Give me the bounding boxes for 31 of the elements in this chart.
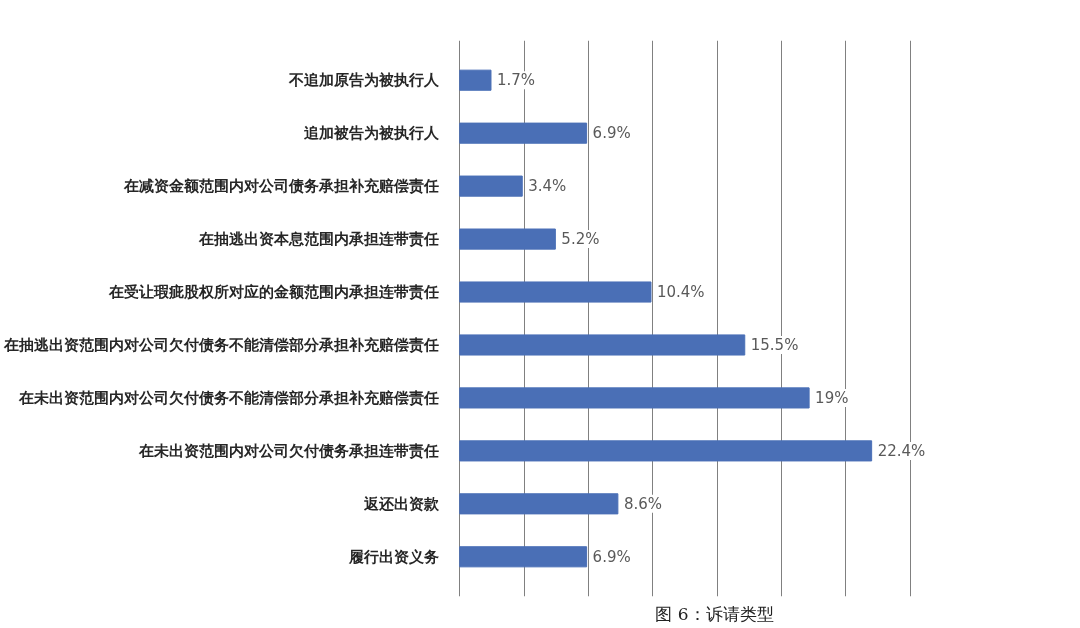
bar (459, 334, 746, 356)
bar (459, 493, 619, 515)
bar (459, 122, 588, 144)
data-label: 15.5% (750, 335, 799, 354)
data-label: 6.9% (592, 547, 631, 566)
bar (459, 175, 523, 197)
data-label: 6.9% (592, 124, 631, 143)
bar (459, 440, 873, 462)
y-tick-label: 返还出资款 (362, 494, 440, 513)
bar (459, 69, 492, 91)
data-label: 3.4% (528, 177, 567, 196)
y-tick-label: 在未出资范围内对公司欠付债务不能清偿部分承担补充赔偿责任 (17, 388, 439, 407)
y-tick-label: 在受让瑕疵股权所对应的金额范围内承担连带责任 (107, 283, 439, 302)
data-label: 5.2% (561, 230, 600, 249)
y-tick-label: 在未出资范围内对公司欠付债务承担连带责任 (137, 441, 439, 460)
data-label: 1.7% (497, 71, 536, 90)
bar (459, 281, 652, 303)
data-label: 8.6% (623, 494, 662, 513)
y-tick-label: 履行出资义务 (347, 547, 439, 566)
y-tick-label: 在抽逃出资范围内对公司欠付债务不能清偿部分承担补充赔偿责任 (2, 335, 439, 354)
y-tick-label: 不追加原告为被执行人 (287, 71, 440, 90)
bar (459, 546, 588, 568)
y-tick-label: 在抽逃出资本息范围内承担连带责任 (197, 230, 439, 249)
bar (459, 387, 810, 409)
data-label: 22.4% (877, 441, 926, 460)
y-tick-label: 追加被告为被执行人 (302, 124, 440, 143)
bar (459, 228, 556, 250)
text: 图 6：诉请类型 (655, 603, 774, 624)
data-label: 19% (815, 388, 849, 407)
data-label: 10.4% (656, 283, 705, 302)
y-tick-label: 在减资金额范围内对公司债务承担补充赔偿责任 (122, 177, 439, 196)
